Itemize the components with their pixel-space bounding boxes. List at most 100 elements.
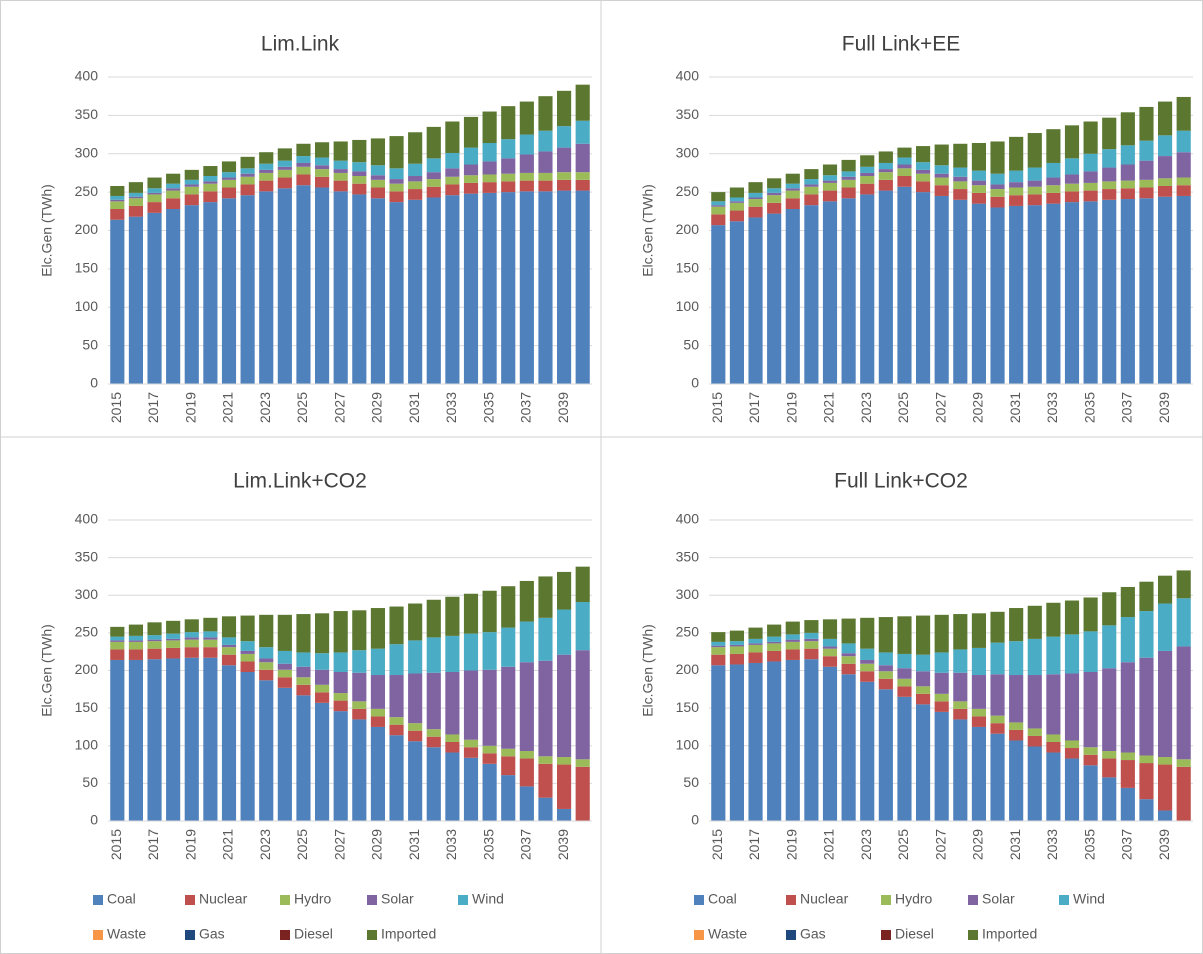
bar-segment [1046,185,1061,193]
bar-segment [110,649,125,660]
bar-segment [463,175,479,183]
bar-segment [389,724,404,736]
bar-segment [128,624,143,636]
bar-segment [729,644,744,647]
bar-segment [1027,605,1042,639]
bar-segment [184,186,199,195]
bar-segment [333,693,348,701]
bar-segment [729,201,744,203]
bar-segment [1139,763,1154,800]
bar-segment [426,172,441,180]
bar-segment [259,191,274,384]
bar-segment [785,173,800,184]
bar-segment [259,172,274,181]
bar-segment [557,147,572,173]
bar-segment [822,164,838,176]
bar-segment [315,165,330,170]
bar-segment [538,191,553,384]
bar-segment [482,632,497,670]
bar-segment [1064,158,1080,175]
bar-segment [1102,758,1117,778]
bar-segment [822,666,838,821]
legend-label: Hydro [895,891,933,907]
bar-segment [841,198,856,384]
bar-segment [767,643,782,651]
bar-segment [557,172,572,180]
y-tick-label: 50 [82,336,98,352]
bar-segment [1027,735,1042,747]
bar-segment [557,808,572,821]
x-tick-label: 2035 [480,829,496,860]
x-tick-label: 2027 [331,829,347,860]
bar-segment [990,611,1005,643]
bar-segment [408,199,423,384]
y-tick-label: 0 [90,812,98,828]
bar-segment [1009,195,1024,206]
bar-segment [897,686,912,697]
bar-segment [277,166,292,170]
y-tick-label: 350 [75,548,99,564]
bar-segment [463,193,479,384]
bar-segment [166,620,181,634]
x-tick-label: 2033 [1044,392,1060,423]
bar-segment [389,202,404,384]
bar-segment [1046,192,1061,204]
bar-segment [221,179,237,188]
x-tick-label: 2015 [709,829,725,860]
bar-segment [277,663,292,670]
bar-segment [240,650,255,654]
bar-segment [990,642,1005,675]
bar-segment [822,619,838,639]
bar-segment [482,143,497,162]
bar-segment [389,717,404,725]
bar-segment [1064,634,1080,674]
bar-segment [277,614,292,651]
bar-segment [934,144,949,166]
bar-segment [426,599,441,638]
bar-segment [333,672,348,694]
bar-segment [259,614,274,648]
bar-segment [147,194,162,203]
bar-segment [1120,586,1135,618]
bar-segment [841,179,856,188]
bar-segment [878,151,893,163]
bar-segment [575,759,590,767]
bar-segment [729,646,744,654]
bar-segment [953,701,968,709]
bar-segment [166,188,181,191]
legend-label: Waste [708,926,747,942]
bar-segment [971,203,986,384]
bar-segment [1158,185,1173,197]
bar-segment [147,192,162,195]
bar-segment [166,190,181,199]
bar-segment [767,641,782,644]
bar-segment [916,181,931,193]
bar-segment [557,126,572,148]
bar-segment [860,659,875,664]
bar-segment [767,178,782,189]
bar-segment [166,633,181,639]
bar-segment [575,190,590,384]
bar-segment [1176,766,1191,821]
bar-segment [804,648,819,660]
bar-segment [128,198,143,206]
bar-segment [841,618,856,644]
bar-segment [971,675,986,709]
bar-segment [990,184,1005,190]
bar-segment [463,164,479,176]
bar-segment [953,672,968,702]
bar-segment [1139,106,1154,141]
legend-label: Coal [107,891,136,907]
bar-segment [445,596,460,636]
bar-segment [953,181,968,190]
bar-segment [259,680,274,821]
bar-segment [1009,641,1024,676]
bar-segment [538,763,553,798]
bar-segment [748,643,763,645]
bar-segment [711,206,726,215]
bar-segment [203,657,218,821]
bar-segment [1176,759,1191,767]
bar-segment [259,163,274,170]
bar-segment [408,723,423,731]
bar-segment [916,192,931,384]
